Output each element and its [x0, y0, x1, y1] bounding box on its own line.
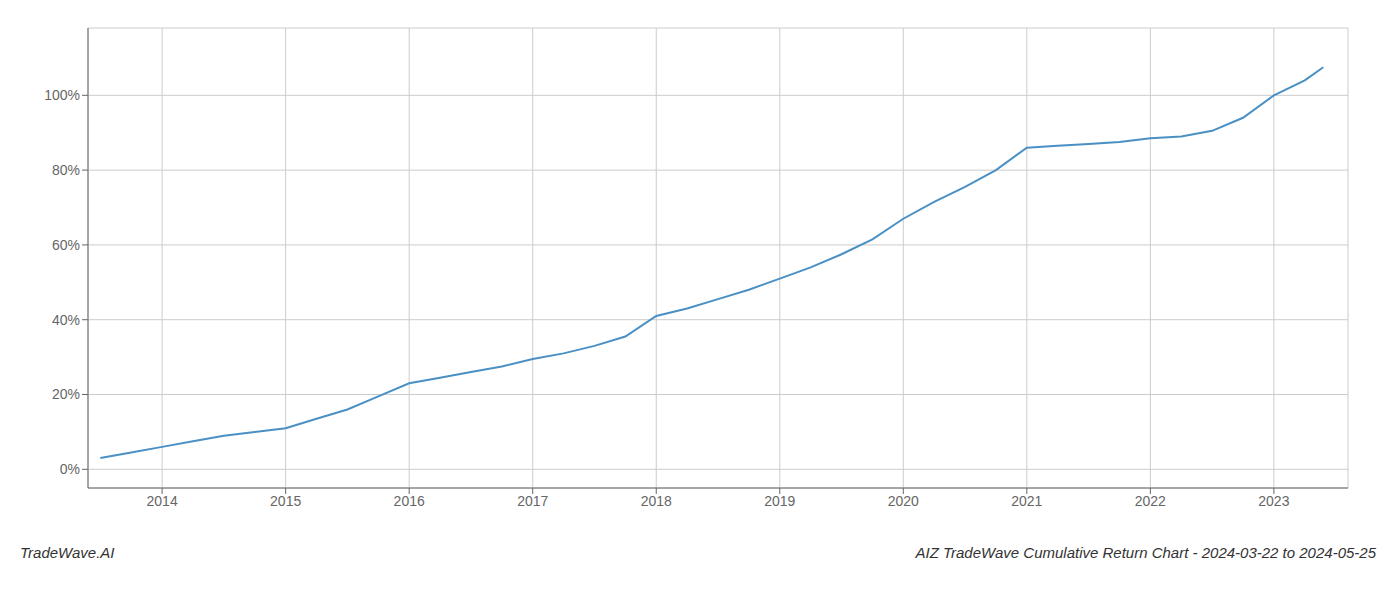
svg-text:2018: 2018	[641, 493, 672, 509]
svg-text:100%: 100%	[44, 87, 80, 103]
svg-text:2015: 2015	[270, 493, 301, 509]
svg-text:2022: 2022	[1135, 493, 1166, 509]
svg-text:2014: 2014	[147, 493, 178, 509]
html-text:AIZ TradeWave Cumulative Retur: AIZ TradeWave Cumulative Return Chart - …	[915, 544, 1376, 561]
svg-text:80%: 80%	[52, 162, 80, 178]
svg-text:2020: 2020	[888, 493, 919, 509]
svg-text:40%: 40%	[52, 312, 80, 328]
svg-text:20%: 20%	[52, 386, 80, 402]
svg-text:60%: 60%	[52, 237, 80, 253]
svg-text:2016: 2016	[394, 493, 425, 509]
svg-text:2021: 2021	[1011, 493, 1042, 509]
svg-text:2017: 2017	[517, 493, 548, 509]
html-text:TradeWave.AI: TradeWave.AI	[20, 544, 115, 561]
svg-text:0%: 0%	[60, 461, 80, 477]
svg-text:2023: 2023	[1258, 493, 1289, 509]
svg-text:2019: 2019	[764, 493, 795, 509]
